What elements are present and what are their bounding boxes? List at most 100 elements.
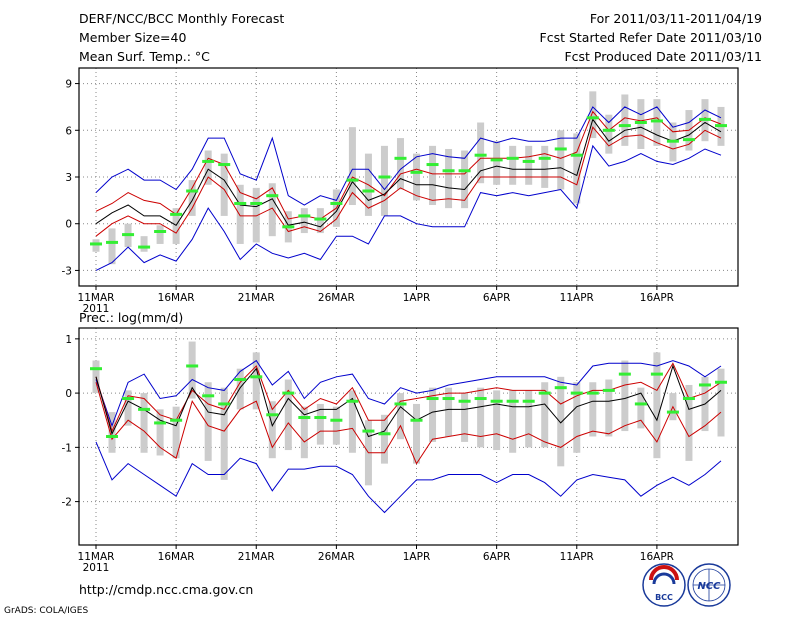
spread-box <box>557 376 565 467</box>
temp-panel-title: Mean Surf. Temp.: °C <box>79 49 210 64</box>
median-marker <box>218 163 231 167</box>
median-marker <box>282 225 295 229</box>
source-url[interactable]: http://cmdp.ncc.cma.gov.cn <box>79 582 253 597</box>
median-marker <box>715 380 727 384</box>
y-tick-label: 6 <box>65 125 72 137</box>
spread-box <box>413 403 421 464</box>
spread-box <box>268 183 276 237</box>
forecast-produced-date: Fcst Produced Date 2011/03/11 <box>564 49 762 64</box>
median-marker <box>570 153 583 157</box>
spread-box <box>236 368 244 410</box>
spread-box <box>124 390 132 426</box>
median-marker <box>474 153 487 157</box>
temperature-panel: 11MAR 16MAR 21MAR 26MAR 1APR 6APR 11APR 16APR 20… <box>62 67 739 315</box>
median-marker <box>698 383 711 387</box>
median-marker <box>682 397 695 401</box>
median-marker <box>234 378 247 382</box>
series-mean-line <box>95 118 722 228</box>
median-marker <box>586 116 599 120</box>
median-marker <box>90 367 102 371</box>
spread-box <box>653 352 661 459</box>
median-marker <box>394 156 407 160</box>
median-marker <box>378 175 391 179</box>
spread-box <box>332 406 340 445</box>
spread-box <box>461 150 469 209</box>
series-min-line <box>95 441 722 514</box>
median-marker <box>186 364 199 368</box>
series-lower-line <box>95 126 722 237</box>
median-marker <box>410 418 423 422</box>
median-marker <box>410 170 423 174</box>
y-tick-label: 0 <box>65 219 72 231</box>
spread-box <box>140 393 148 453</box>
median-marker <box>490 158 503 162</box>
median-marker <box>138 407 151 411</box>
spread-box <box>477 387 485 448</box>
spread-box <box>316 208 324 234</box>
median-marker <box>506 399 519 403</box>
spread-box <box>236 184 244 244</box>
spread-box <box>429 145 437 206</box>
spread-box <box>445 387 453 437</box>
spread-box <box>557 130 565 190</box>
median-marker <box>170 418 183 422</box>
member-size: Member Size=40 <box>79 30 186 45</box>
precip-panel-title: Prec.: log(mm/d) <box>79 310 183 325</box>
x-tick-label: 26MAR <box>318 292 355 304</box>
x-tick-label: 16APR <box>640 292 674 304</box>
median-marker <box>634 121 647 124</box>
spread-box <box>188 341 196 399</box>
spread-box <box>348 127 356 206</box>
grads-credit: GrADS: COLA/IGES <box>4 606 88 616</box>
spread-box <box>589 91 597 139</box>
median-marker <box>458 399 471 403</box>
median-marker <box>426 397 439 401</box>
x-tick-label: 6APR <box>483 551 511 563</box>
median-marker <box>522 399 535 403</box>
series-upper-line <box>95 110 722 220</box>
spread-box <box>268 401 276 459</box>
spread-box <box>541 145 549 188</box>
median-marker <box>426 163 439 167</box>
median-marker <box>90 242 102 246</box>
spread-box <box>653 99 661 146</box>
median-marker <box>266 413 279 417</box>
median-marker <box>282 391 295 395</box>
median-marker <box>186 189 199 193</box>
median-marker <box>715 124 727 128</box>
spread-box <box>573 382 581 453</box>
plot-frame <box>78 67 739 287</box>
median-marker <box>554 386 567 390</box>
x-tick-label: 21MAR <box>238 292 275 304</box>
median-marker <box>202 394 215 398</box>
x-tick-label: 26MAR <box>318 551 355 563</box>
median-marker <box>266 194 279 198</box>
y-tick-label: 9 <box>65 79 72 91</box>
spread-box <box>685 384 693 461</box>
spread-box <box>188 180 196 216</box>
y-tick-label: 1 <box>65 334 72 346</box>
spread-box <box>413 153 421 201</box>
series-max-line <box>95 359 722 428</box>
median-marker <box>474 397 487 401</box>
median-marker <box>490 399 503 403</box>
median-marker <box>154 230 167 233</box>
x-tick-label: 16MAR <box>158 292 195 304</box>
plot-frame <box>78 327 739 546</box>
series-upper-line <box>95 362 722 433</box>
spread-box <box>717 368 725 437</box>
spread-box <box>637 387 645 429</box>
median-marker <box>650 119 663 123</box>
median-marker <box>458 169 471 173</box>
median-marker <box>298 416 311 420</box>
median-marker <box>234 201 247 205</box>
spread-box <box>605 114 613 154</box>
median-marker <box>506 156 519 160</box>
median-marker <box>522 159 535 163</box>
median-marker <box>250 375 263 379</box>
spread-box <box>396 393 404 440</box>
spread-box <box>621 360 629 432</box>
series-lower-line <box>95 382 722 465</box>
bcc-logo-text: BCC <box>655 593 673 602</box>
